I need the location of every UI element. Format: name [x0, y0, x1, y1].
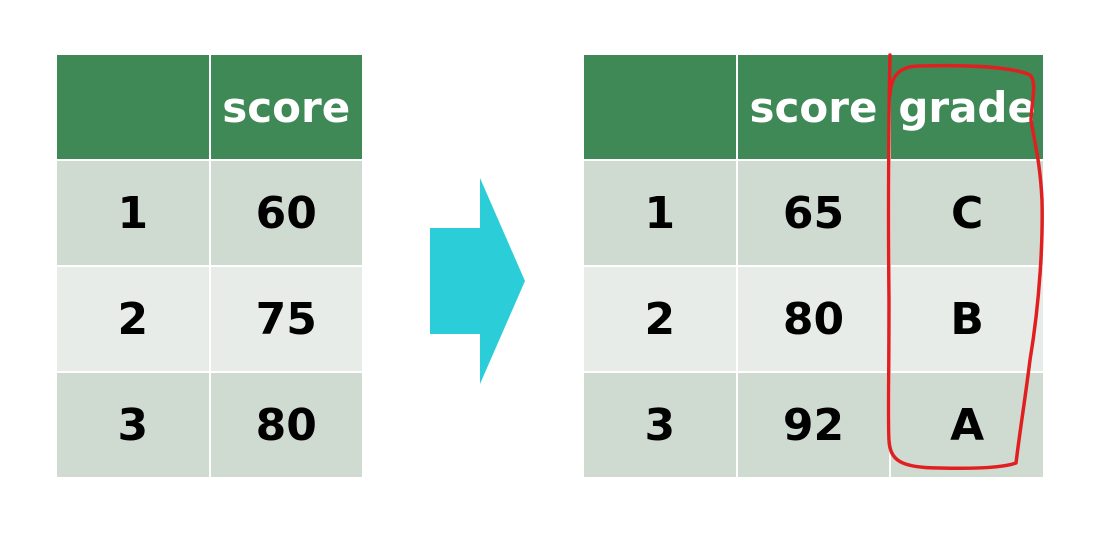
- right-table: score grade 1 65 C 2 80 B 3 92 A: [582, 53, 1045, 479]
- table-row: 2 75: [55, 265, 364, 373]
- header-cell-score: score: [735, 53, 892, 161]
- header-cell-index: [582, 53, 738, 161]
- score-cell: 60: [208, 159, 364, 267]
- score-cell: 80: [735, 265, 892, 373]
- score-cell: 65: [735, 159, 892, 267]
- index-cell: 1: [55, 159, 211, 267]
- header-cell-index: [55, 53, 211, 161]
- index-cell: 3: [55, 371, 211, 479]
- header-cell-grade: grade: [889, 53, 1045, 161]
- grade-cell: C: [889, 159, 1045, 267]
- index-cell: 3: [582, 371, 738, 479]
- index-cell: 2: [55, 265, 211, 373]
- score-cell: 75: [208, 265, 364, 373]
- grade-cell: B: [889, 265, 1045, 373]
- table-row: 1 60: [55, 159, 364, 267]
- table-header-row: score grade: [582, 53, 1045, 161]
- grade-cell: A: [889, 371, 1045, 479]
- table-row: 1 65 C: [582, 159, 1045, 267]
- score-cell: 92: [735, 371, 892, 479]
- index-cell: 1: [582, 159, 738, 267]
- right-arrow-icon: [430, 178, 525, 384]
- table-row: 2 80 B: [582, 265, 1045, 373]
- table-row: 3 92 A: [582, 371, 1045, 479]
- left-table: score 1 60 2 75 3 80: [55, 53, 364, 479]
- header-cell-score: score: [208, 53, 364, 161]
- score-cell: 80: [208, 371, 364, 479]
- table-row: 3 80: [55, 371, 364, 479]
- table-header-row: score: [55, 53, 364, 161]
- index-cell: 2: [582, 265, 738, 373]
